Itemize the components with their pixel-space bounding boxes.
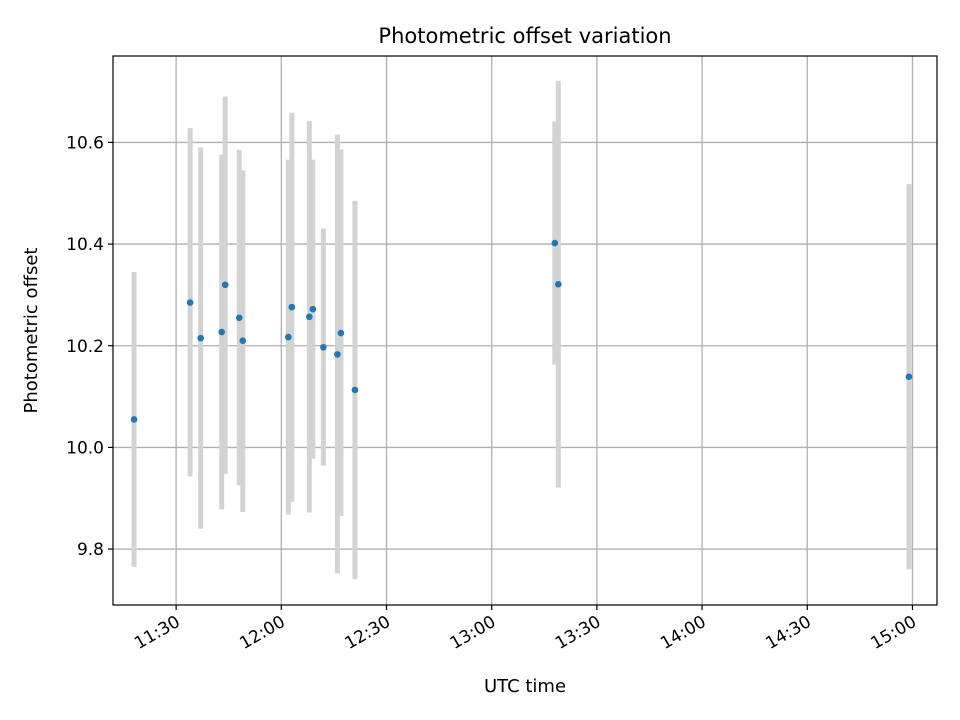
data-point [235, 314, 243, 322]
data-point [218, 328, 225, 336]
y-axis-ticks: 9.8 10.0 10.2 10.4 10.6 [66, 133, 113, 560]
data-point [239, 337, 247, 344]
x-tick-label: 13:30 [552, 612, 604, 654]
x-tick-label: 13:00 [447, 612, 499, 654]
x-tick-label: 11:30 [131, 612, 183, 654]
data-point [905, 373, 913, 381]
x-axis-ticks: 11:30 12:00 12:30 13:00 13:30 14:00 14:30 15:00 [131, 605, 920, 654]
data-point [285, 333, 292, 341]
y-axis-label: Photometric offset [21, 248, 42, 414]
data-point [186, 299, 194, 306]
data-point [306, 313, 313, 321]
plot-frame [112, 55, 938, 606]
data-point [309, 305, 317, 313]
data-point [551, 239, 559, 247]
data-point [320, 343, 327, 351]
data-point [337, 329, 345, 337]
y-tick-label: 10.0 [66, 438, 104, 458]
data-point [197, 334, 204, 342]
x-tick-label: 12:00 [236, 612, 288, 654]
data-point [221, 281, 229, 289]
error-bars [131, 80, 912, 580]
grid [113, 56, 937, 605]
data-point [130, 416, 138, 423]
y-tick-label: 9.8 [77, 540, 104, 560]
y-tick-label: 10.4 [66, 235, 104, 255]
data-point [288, 303, 296, 311]
x-axis-label: UTC time [484, 676, 566, 697]
data-point [555, 280, 562, 288]
chart-title: Photometric offset variation [378, 24, 671, 48]
x-tick-label: 14:30 [762, 612, 814, 654]
data-points [130, 239, 913, 423]
x-tick-label: 12:30 [342, 612, 394, 654]
y-tick-label: 10.6 [66, 133, 104, 153]
y-tick-label: 10.2 [66, 337, 104, 357]
data-point [351, 386, 359, 394]
data-point [334, 351, 341, 358]
x-tick-label: 14:00 [657, 612, 709, 654]
x-tick-label: 15:00 [868, 612, 920, 654]
